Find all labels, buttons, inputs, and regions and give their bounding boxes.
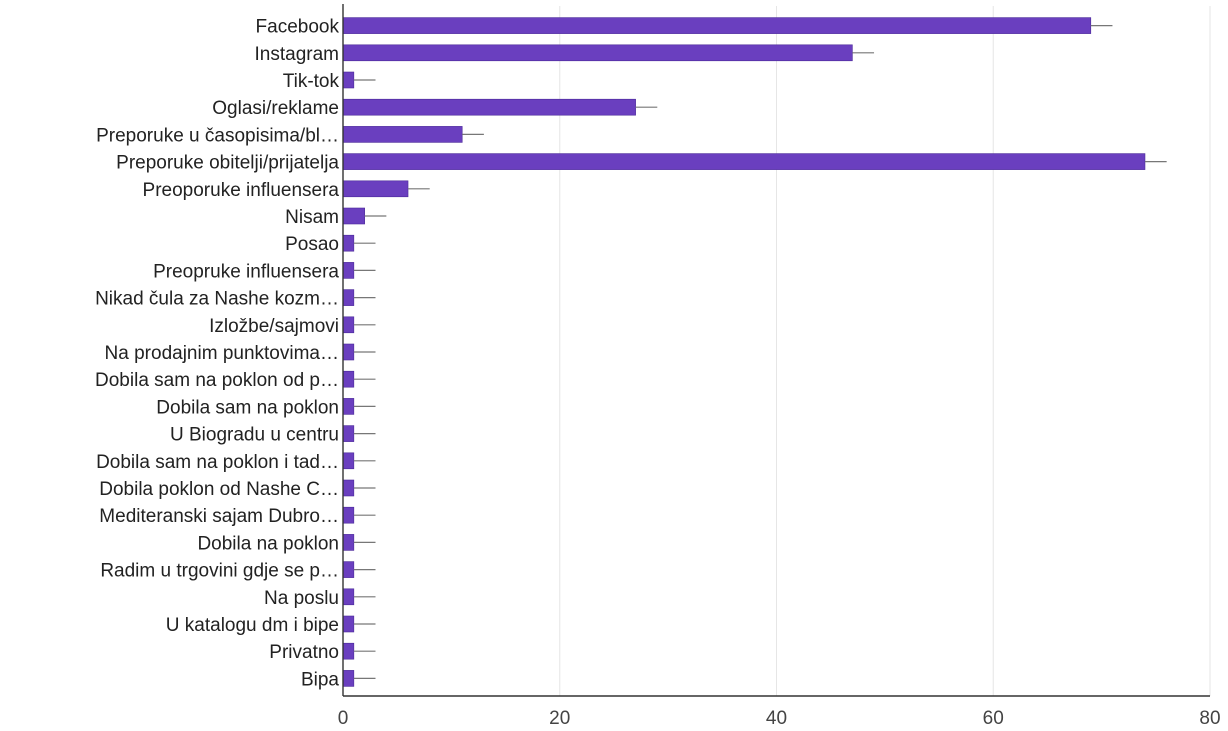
bar — [342, 234, 355, 252]
grid-lines — [559, 6, 1211, 696]
bar — [342, 479, 355, 497]
x-tick-labels: 0 20 40 60 80 — [338, 708, 1221, 729]
bar — [342, 615, 355, 633]
category-label: U katalogu dm i bipe — [166, 615, 339, 636]
category-labels: Facebook Instagram Tik-tok Oglasi/reklame Pr… — [95, 17, 339, 691]
bar — [342, 506, 355, 524]
category-label: Nisam — [285, 207, 339, 228]
category-label: Nikad čula za Nashe kozm… — [95, 289, 339, 310]
bar — [342, 425, 355, 442]
x-tick-label: 80 — [1199, 708, 1220, 729]
bar — [342, 316, 355, 334]
category-label: Preoporuke influensera — [143, 180, 340, 201]
category-label: Izložbe/sajmovi — [209, 316, 339, 337]
bar — [342, 289, 355, 306]
bar — [342, 534, 355, 551]
category-label: Privatno — [269, 642, 339, 663]
bar — [342, 98, 636, 116]
axes — [342, 4, 1210, 697]
x-tick-label: 40 — [766, 708, 787, 729]
category-label: Facebook — [256, 17, 340, 38]
category-label: Mediteranski sajam Dubro… — [99, 506, 339, 527]
category-label: Dobila sam na poklon — [156, 397, 339, 418]
bar — [342, 71, 355, 89]
category-label: Instagram — [255, 44, 339, 65]
bar — [342, 642, 355, 660]
category-label: Radim u trgovini gdje se p… — [100, 561, 339, 582]
x-tick-label: 60 — [983, 708, 1004, 729]
category-label: Dobila sam na poklon i tad… — [96, 452, 339, 473]
error-bars — [353, 25, 1167, 680]
bar — [342, 153, 1146, 170]
bar — [342, 126, 463, 143]
x-tick-label: 20 — [549, 708, 570, 729]
category-label: Bipa — [301, 669, 339, 690]
x-tick-label: 0 — [338, 708, 349, 729]
category-label: Dobila sam na poklon od p… — [95, 370, 339, 391]
bar — [342, 44, 853, 62]
category-label: Preporuke u časopisima/bl… — [96, 125, 339, 146]
category-label: U Biogradu u centru — [170, 425, 339, 446]
bar — [342, 370, 355, 388]
bar — [342, 262, 355, 279]
category-label: Na prodajnim punktovima… — [105, 343, 339, 364]
category-label: Tik-tok — [283, 71, 340, 92]
bar — [342, 452, 355, 470]
bar — [342, 398, 355, 415]
bar — [342, 588, 355, 606]
bar — [342, 670, 355, 687]
bar — [342, 343, 355, 361]
category-label: Dobila poklon od Nashe C… — [99, 479, 339, 500]
category-label: Posao — [285, 234, 339, 255]
category-label: Dobila na poklon — [197, 533, 339, 554]
bars — [342, 17, 1146, 687]
bar — [342, 207, 365, 225]
category-label: Preopruke influensera — [153, 261, 339, 282]
category-label: Preporuke obitelji/prijatelja — [116, 153, 339, 174]
bar — [342, 17, 1092, 34]
bar — [342, 180, 409, 198]
category-label: Na poslu — [264, 588, 339, 609]
bar — [342, 561, 355, 578]
category-label: Oglasi/reklame — [212, 98, 339, 119]
